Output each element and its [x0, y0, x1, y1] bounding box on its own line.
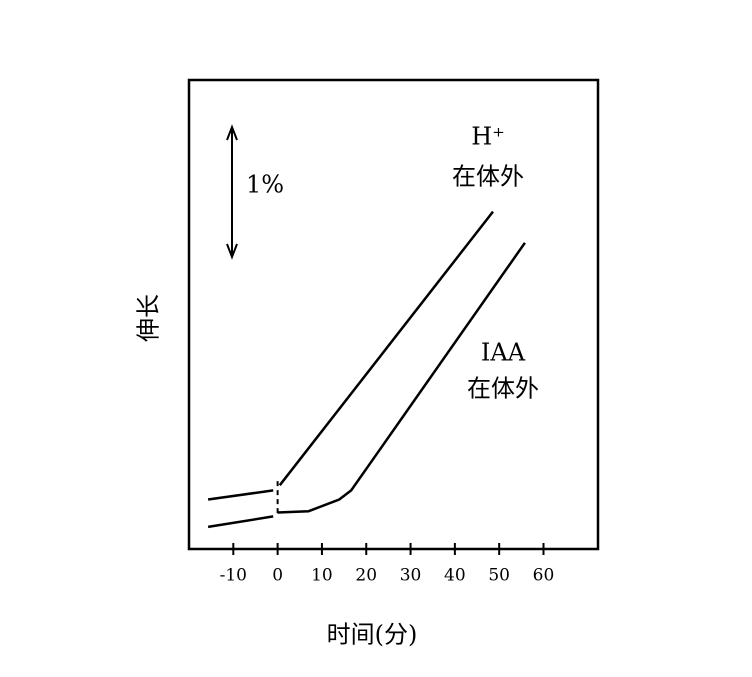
series-note: 在体外 [452, 163, 524, 191]
series-note: 在体外 [467, 375, 539, 403]
series-label: H⁺ [471, 123, 505, 151]
x-tick-label: 30 [400, 566, 422, 586]
x-tick-label: 20 [355, 566, 377, 586]
series-line [207, 210, 494, 501]
x-axis-label: 时间(分) [327, 621, 418, 649]
x-tick-label: -10 [220, 566, 247, 586]
x-tick-label: 10 [311, 566, 333, 586]
x-tick-label: 0 [272, 566, 283, 586]
x-tick-label: 40 [444, 566, 466, 586]
scale-bar-arrows [226, 124, 238, 260]
series-line [207, 242, 526, 529]
y-axis-label: 伸长 [135, 294, 163, 342]
plot-frame [187, 78, 600, 551]
series-label: IAA [481, 339, 526, 367]
x-tick-label: 60 [533, 566, 555, 586]
scale-bar-label: 1% [246, 171, 284, 199]
x-tick-label: 50 [488, 566, 510, 586]
